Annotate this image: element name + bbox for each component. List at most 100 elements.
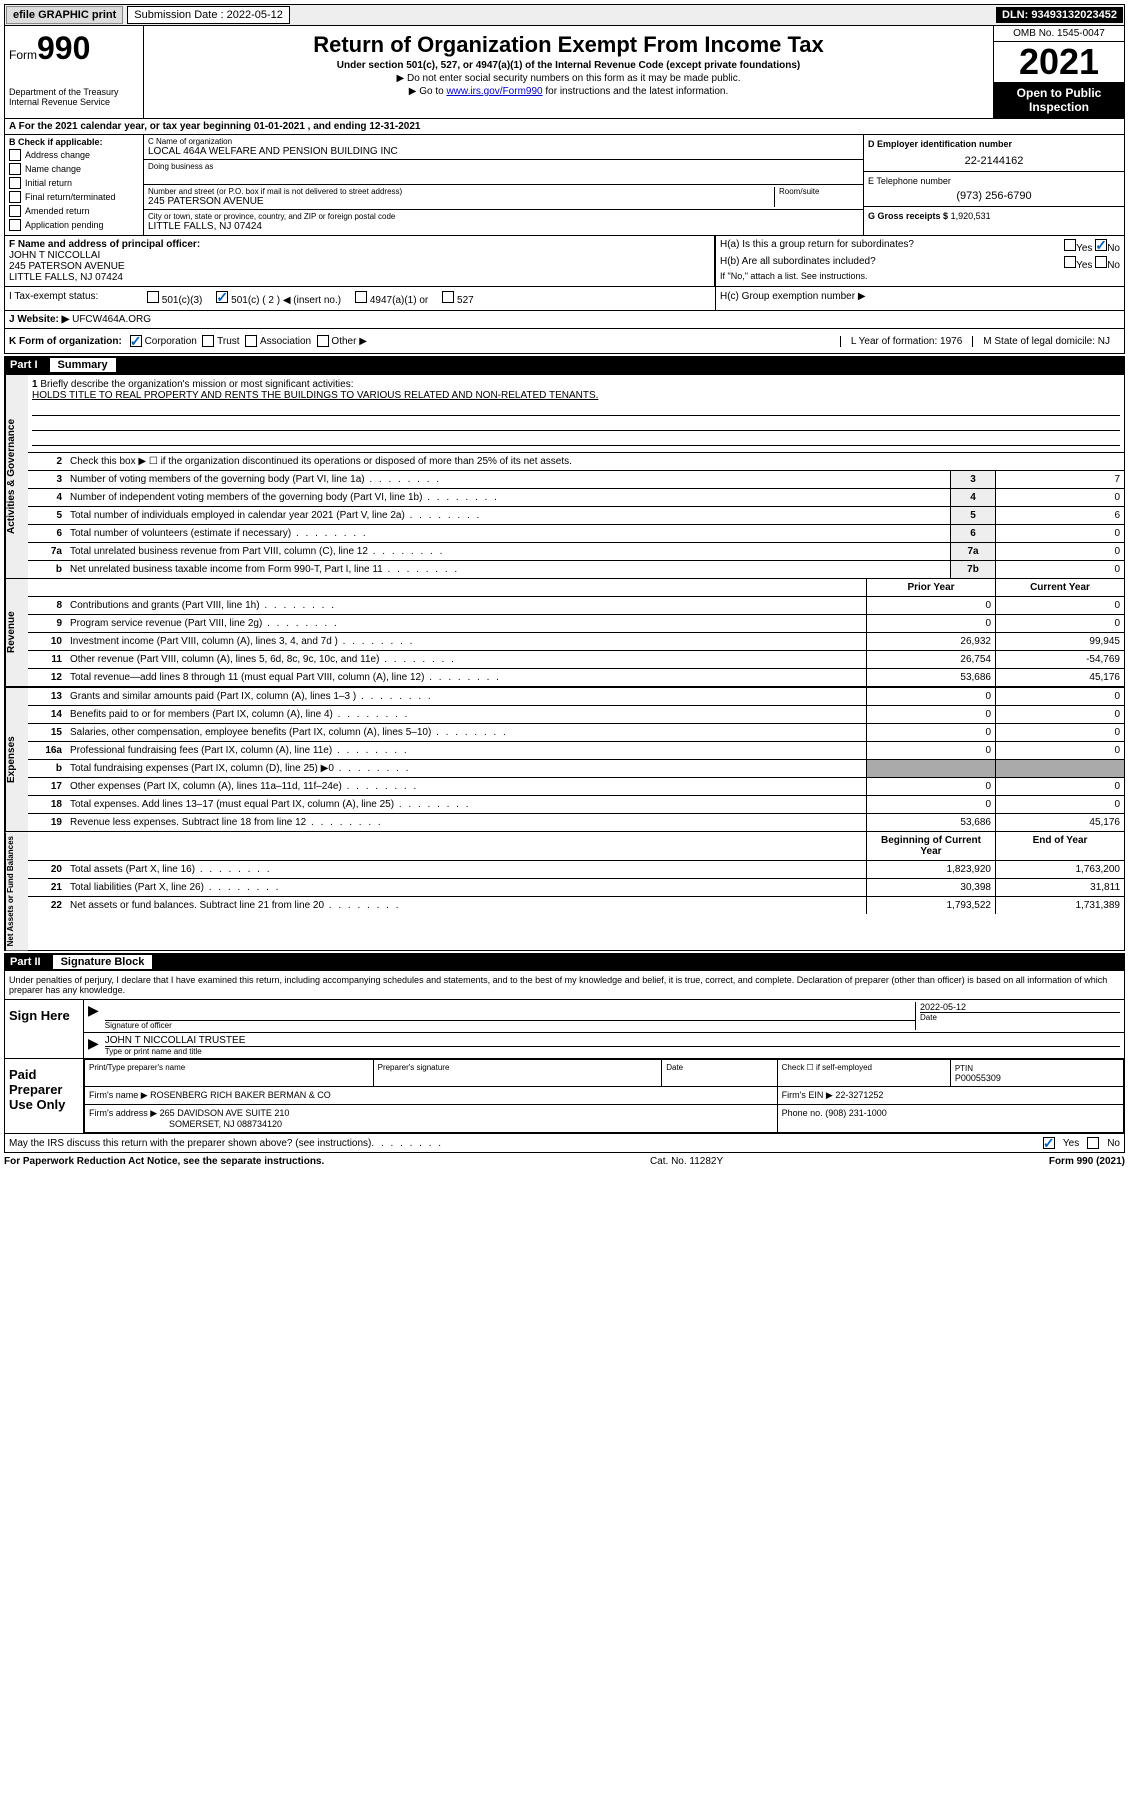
chk-amended[interactable] xyxy=(9,205,21,217)
paid-preparer-label: Paid Preparer Use Only xyxy=(5,1059,84,1133)
irs-link[interactable]: www.irs.gov/Form990 xyxy=(446,86,542,97)
hc-label: H(c) Group exemption number ▶ xyxy=(715,287,1124,310)
addr-label: Number and street (or P.O. box if mail i… xyxy=(148,187,774,196)
rev-line: 11Other revenue (Part VIII, column (A), … xyxy=(28,651,1124,669)
chk-name-change[interactable] xyxy=(9,163,21,175)
chk-ha-no[interactable] xyxy=(1095,239,1107,251)
officer-addr1: 245 PATERSON AVENUE xyxy=(9,261,710,272)
gov-line: 3Number of voting members of the governi… xyxy=(28,471,1124,489)
omb-number: OMB No. 1545-0047 xyxy=(994,26,1124,42)
form-ref: Form 990 (2021) xyxy=(1049,1156,1125,1167)
chk-527[interactable] xyxy=(442,291,454,303)
top-toolbar: efile GRAPHIC print Submission Date : 20… xyxy=(4,4,1125,26)
sign-here-label: Sign Here xyxy=(5,1000,84,1058)
cat-no: Cat. No. 11282Y xyxy=(324,1156,1049,1167)
firm-city: SOMERSET, NJ 088734120 xyxy=(169,1119,282,1129)
mission-text: HOLDS TITLE TO REAL PROPERTY AND RENTS T… xyxy=(32,390,598,401)
chk-pending[interactable] xyxy=(9,219,21,231)
chk-4947[interactable] xyxy=(355,291,367,303)
col-b-header: B Check if applicable: xyxy=(9,137,139,147)
gross-receipts-value: 1,920,531 xyxy=(951,211,991,221)
revenue-section: Revenue Prior Year Current Year 8Contrib… xyxy=(4,579,1125,688)
col-b-checkboxes: B Check if applicable: Address change Na… xyxy=(5,135,144,235)
form-number: Form990 xyxy=(9,30,139,67)
prep-sig-header: Preparer's signature xyxy=(373,1060,662,1087)
col-headers-row: Prior Year Current Year xyxy=(28,579,1124,597)
firm-ein: 22-3271252 xyxy=(835,1090,883,1100)
col-c-org-info: C Name of organization LOCAL 464A WELFAR… xyxy=(144,135,863,235)
chk-corp[interactable] xyxy=(130,335,142,347)
col-de-numbers: D Employer identification number 22-2144… xyxy=(863,135,1124,235)
chk-assoc[interactable] xyxy=(245,335,257,347)
hb-note: If "No," attach a list. See instructions… xyxy=(720,271,1120,281)
exp-line: 15Salaries, other compensation, employee… xyxy=(28,724,1124,742)
row-j: J Website: ▶ UFCW464A.ORG xyxy=(4,311,1125,329)
rev-line: 12Total revenue—add lines 8 through 11 (… xyxy=(28,669,1124,686)
exp-line: 13Grants and similar amounts paid (Part … xyxy=(28,688,1124,706)
sig-name-title: JOHN T NICCOLLAI TRUSTEE xyxy=(105,1035,1120,1047)
chk-may-yes[interactable] xyxy=(1043,1137,1055,1149)
chk-initial-return[interactable] xyxy=(9,177,21,189)
na-line: 22Net assets or fund balances. Subtract … xyxy=(28,897,1124,914)
open-public-badge: Open to Public Inspection xyxy=(994,82,1124,118)
prep-self-emp: Check ☐ if self-employed xyxy=(777,1060,950,1087)
form-subtitle: Under section 501(c), 527, or 4947(a)(1)… xyxy=(152,60,985,71)
dba-label: Doing business as xyxy=(148,162,859,171)
part2-header: Part II Signature Block xyxy=(4,953,1125,971)
exp-line: bTotal fundraising expenses (Part IX, co… xyxy=(28,760,1124,778)
preparer-table: Print/Type preparer's name Preparer's si… xyxy=(84,1059,1124,1133)
website-value: UFCW464A.ORG xyxy=(72,314,151,325)
chk-trust[interactable] xyxy=(202,335,214,347)
state-domicile: M State of legal domicile: NJ xyxy=(972,336,1120,347)
chk-ha-yes[interactable] xyxy=(1064,239,1076,251)
bottom-footer: For Paperwork Reduction Act Notice, see … xyxy=(4,1153,1125,1170)
row-f-h: F Name and address of principal officer:… xyxy=(4,236,1125,287)
ptin-value: P00055309 xyxy=(955,1073,1001,1083)
street-address: 245 PATERSON AVENUE xyxy=(148,196,774,207)
gov-line: 2Check this box ▶ ☐ if the organization … xyxy=(28,453,1124,471)
chk-hb-no[interactable] xyxy=(1095,256,1107,268)
gov-line: 5Total number of individuals employed in… xyxy=(28,507,1124,525)
vtab-revenue: Revenue xyxy=(5,579,28,686)
gov-line: bNet unrelated business taxable income f… xyxy=(28,561,1124,578)
k-label: K Form of organization: xyxy=(9,336,122,347)
row-i: I Tax-exempt status: 501(c)(3) 501(c) ( … xyxy=(4,287,1125,311)
signature-block: Under penalties of perjury, I declare th… xyxy=(4,971,1125,1134)
vtab-activities: Activities & Governance xyxy=(5,375,28,578)
efile-button[interactable]: efile GRAPHIC print xyxy=(6,6,123,24)
tax-exempt-label: I Tax-exempt status: xyxy=(5,287,143,310)
irs-label: Internal Revenue Service xyxy=(9,97,139,107)
sig-date-value: 2022-05-12 xyxy=(920,1002,1120,1012)
row-a-period: A For the 2021 calendar year, or tax yea… xyxy=(4,119,1125,135)
rev-line: 9Program service revenue (Part VIII, lin… xyxy=(28,615,1124,633)
phone-value: (973) 256-6790 xyxy=(868,190,1120,202)
room-label: Room/suite xyxy=(779,187,859,196)
gov-line: 4Number of independent voting members of… xyxy=(28,489,1124,507)
chk-501c3[interactable] xyxy=(147,291,159,303)
expenses-section: Expenses 13Grants and similar amounts pa… xyxy=(4,688,1125,832)
may-discuss-label: May the IRS discuss this return with the… xyxy=(9,1138,371,1149)
rev-line: 8Contributions and grants (Part VIII, li… xyxy=(28,597,1124,615)
chk-other[interactable] xyxy=(317,335,329,347)
ein-label: D Employer identification number xyxy=(868,139,1120,149)
exp-line: 19Revenue less expenses. Subtract line 1… xyxy=(28,814,1124,831)
city-value: LITTLE FALLS, NJ 07424 xyxy=(148,221,859,232)
chk-may-no[interactable] xyxy=(1087,1137,1099,1149)
exp-line: 14Benefits paid to or for members (Part … xyxy=(28,706,1124,724)
note-link: ▶ Go to www.irs.gov/Form990 for instruct… xyxy=(152,86,985,97)
dln-label: DLN: 93493132023452 xyxy=(996,7,1123,23)
chk-address-change[interactable] xyxy=(9,149,21,161)
officer-name: JOHN T NICCOLLAI xyxy=(9,250,710,261)
exp-line: 17Other expenses (Part IX, column (A), l… xyxy=(28,778,1124,796)
paperwork-notice: For Paperwork Reduction Act Notice, see … xyxy=(4,1156,324,1167)
phone-label: E Telephone number xyxy=(868,176,1120,186)
na-line: 21Total liabilities (Part X, line 26)30,… xyxy=(28,879,1124,897)
org-name-label: C Name of organization xyxy=(148,137,859,146)
may-discuss-row: May the IRS discuss this return with the… xyxy=(4,1134,1125,1153)
chk-final-return[interactable] xyxy=(9,191,21,203)
chk-501c[interactable] xyxy=(216,291,228,303)
vtab-expenses: Expenses xyxy=(5,688,28,831)
form-header: Form990 Department of the Treasury Inter… xyxy=(4,26,1125,119)
ein-value: 22-2144162 xyxy=(868,155,1120,167)
chk-hb-yes[interactable] xyxy=(1064,256,1076,268)
